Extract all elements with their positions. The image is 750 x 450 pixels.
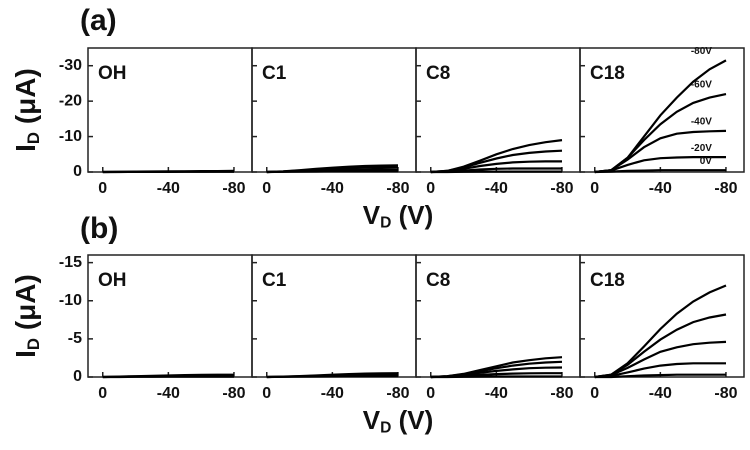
panel-label: (a)	[80, 4, 117, 37]
x-axis-label-symbol: V	[363, 405, 381, 435]
x-tick-label: -80	[550, 385, 573, 402]
panel-title: OH	[98, 63, 127, 84]
x-tick-label: -40	[321, 180, 344, 197]
curve	[266, 170, 398, 174]
curve-label: -60V	[691, 80, 712, 91]
y-tick-label: -10	[59, 292, 82, 309]
y-tick-label: -30	[59, 57, 82, 74]
x-tick-label: 0	[590, 385, 599, 402]
x-axis-label-subscript: D	[380, 420, 391, 437]
x-tick-label: -80	[222, 180, 245, 197]
panel-label: (b)	[80, 212, 118, 245]
x-axis-label: VD (V)	[363, 200, 434, 232]
curve-label: -20V	[691, 143, 712, 154]
panel-frame	[579, 47, 745, 173]
curve	[594, 156, 726, 174]
curve-label: -40V	[691, 117, 712, 128]
curve	[594, 129, 727, 174]
x-tick-label: -40	[485, 180, 508, 197]
x-tick-label: -80	[386, 385, 409, 402]
x-tick-label: -40	[157, 385, 180, 402]
panel-frame	[579, 254, 745, 378]
panel-title: C8	[426, 270, 450, 291]
y-axis-label-subscript: D	[24, 132, 43, 144]
y-axis-label: ID (μA)	[10, 274, 43, 358]
curve	[594, 313, 727, 379]
panel-title: OH	[98, 270, 127, 291]
x-axis-label-subscript: D	[380, 215, 391, 232]
x-tick-label: -40	[157, 180, 180, 197]
x-tick-label: -80	[714, 385, 737, 402]
x-axis-label-symbol: V	[363, 200, 381, 230]
y-axis-label-symbol: I	[10, 350, 41, 358]
y-tick-label: -20	[59, 92, 82, 109]
x-tick-label: -40	[649, 385, 672, 402]
y-tick-label: -10	[59, 128, 82, 145]
x-tick-label: 0	[262, 180, 271, 197]
y-tick-label: 0	[73, 163, 82, 180]
x-tick-label: -40	[485, 385, 508, 402]
y-axis-label-subscript: D	[24, 338, 43, 350]
x-tick-label: -40	[321, 385, 344, 402]
panel-title: C8	[426, 63, 450, 84]
x-tick-label: 0	[98, 385, 107, 402]
x-axis-label-unit: (V)	[391, 405, 433, 435]
curve	[594, 340, 727, 379]
x-tick-label: -80	[386, 180, 409, 197]
curve-label: 0V	[700, 156, 713, 167]
x-tick-label: 0	[262, 385, 271, 402]
y-tick-label: 0	[73, 368, 82, 385]
panel-title: C1	[262, 270, 287, 291]
panel-title: C1	[262, 63, 287, 84]
x-tick-label: 0	[426, 385, 435, 402]
y-tick-label: -15	[59, 254, 82, 271]
curve-label: -80V	[691, 46, 712, 57]
x-tick-label: -80	[222, 385, 245, 402]
x-tick-label: -80	[714, 180, 737, 197]
x-tick-label: 0	[590, 180, 599, 197]
panel-title: C18	[590, 63, 625, 84]
curve	[594, 169, 726, 174]
panel-title: C18	[590, 270, 625, 291]
x-tick-label: -80	[550, 180, 573, 197]
curve	[430, 375, 562, 379]
curve	[266, 375, 398, 379]
curve	[594, 362, 726, 379]
y-axis-label-unit: (μA)	[10, 274, 41, 338]
x-tick-label: 0	[426, 180, 435, 197]
y-axis-label-symbol: I	[10, 144, 41, 152]
x-axis-label-unit: (V)	[391, 200, 433, 230]
y-tick-label: -5	[68, 330, 82, 347]
x-axis-label: VD (V)	[363, 405, 434, 437]
y-axis-label-unit: (μA)	[10, 68, 41, 132]
curve	[594, 373, 726, 379]
x-tick-label: -40	[649, 180, 672, 197]
x-tick-label: 0	[98, 180, 107, 197]
y-axis-label: ID (μA)	[10, 68, 43, 152]
